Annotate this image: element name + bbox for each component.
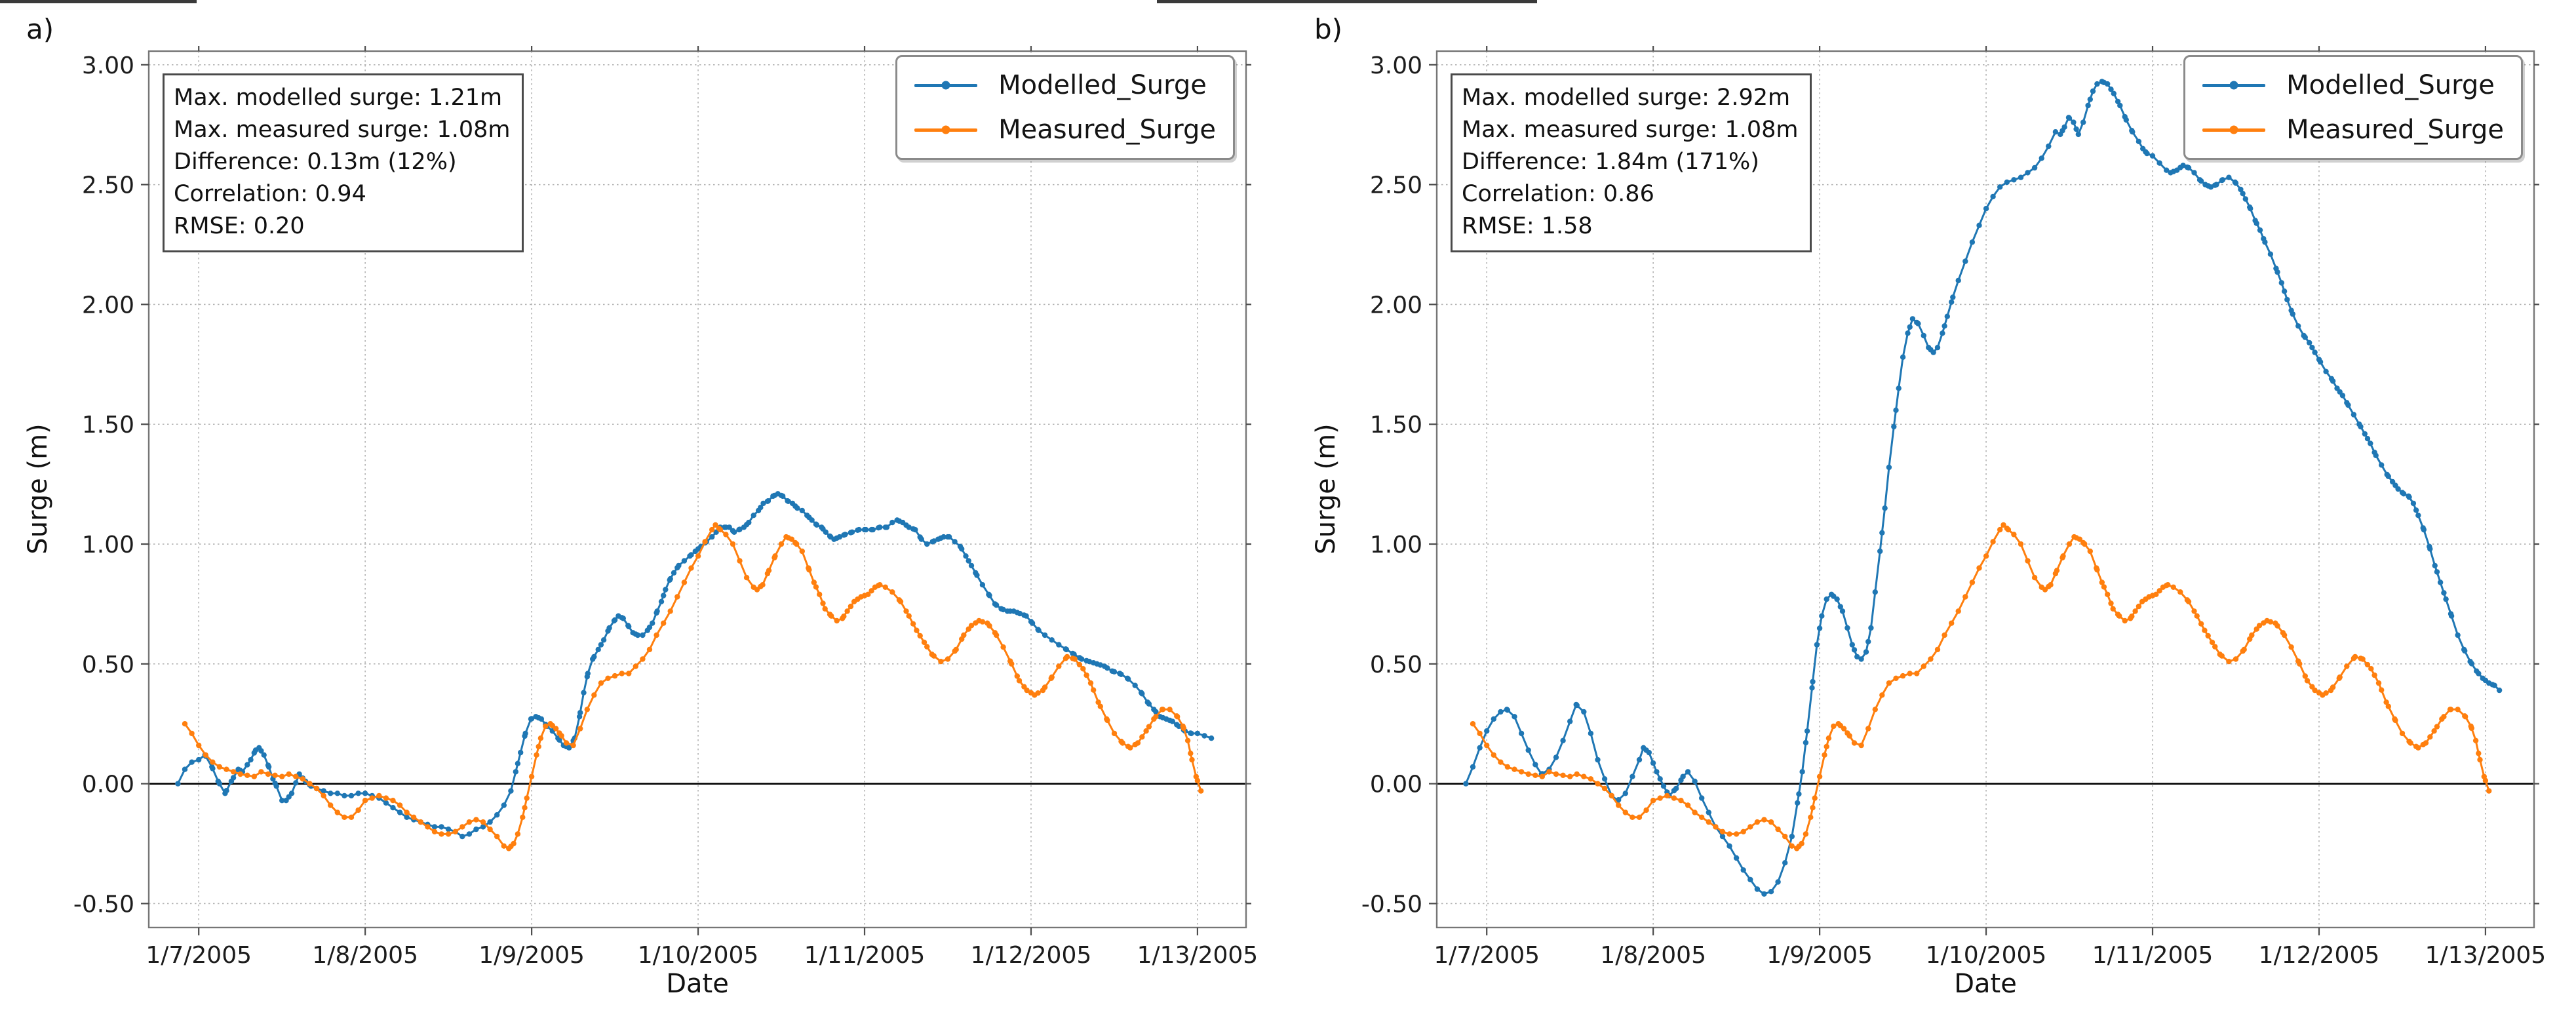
y-tick-label: 0.00 — [82, 772, 134, 798]
y-axis-title-panel-b: Surge (m) — [1311, 423, 1341, 555]
series-measured_surge — [1470, 522, 2492, 851]
modelled-line-sample-icon — [2202, 81, 2266, 90]
y-tick-label: -0.50 — [73, 891, 134, 918]
legend-label: Modelled_Surge — [2286, 70, 2495, 100]
measured-line-sample-icon — [2202, 125, 2266, 134]
x-axis-title-panel-b: Date — [1954, 969, 2017, 999]
ticks — [1429, 46, 2539, 935]
x-tick-label: 1/8/2005 — [312, 942, 418, 969]
x-tick-label: 1/12/2005 — [971, 942, 1092, 969]
stats-box-panel-a: Max. modelled surge: 1.21m Max. measured… — [163, 73, 524, 252]
y-tick-label: 0.00 — [1370, 772, 1422, 798]
panel-a: 1/7/2005 1/8/2005 1/9/2005 1/10/2005 1/11/20… — [73, 46, 1258, 969]
stat-rmse: RMSE: 1.58 — [1462, 213, 1593, 239]
x-tick-label: 1/8/2005 — [1600, 942, 1706, 969]
tick-labels: 1/7/2005 1/8/2005 1/9/2005 1/10/2005 1/11/20… — [1361, 52, 2546, 969]
legend-item-measured: Measured_Surge — [914, 115, 1216, 145]
y-tick-label: -0.50 — [1361, 891, 1422, 918]
x-tick-label: 1/9/2005 — [478, 942, 585, 969]
series-measured_surge — [182, 522, 1204, 851]
x-tick-label: 1/13/2005 — [2425, 942, 2547, 969]
y-tick-label: 2.50 — [1370, 172, 1422, 199]
stat-max-measured: Max. measured surge: 1.08m — [174, 117, 511, 143]
y-tick-label: 0.50 — [1370, 652, 1422, 678]
legend-label: Measured_Surge — [998, 115, 1216, 145]
x-tick-label: 1/9/2005 — [1766, 942, 1873, 969]
legend-item-modelled: Modelled_Surge — [2202, 70, 2504, 100]
tick-labels: 1/7/2005 1/8/2005 1/9/2005 1/10/2005 1/11/20… — [73, 52, 1258, 969]
y-tick-label: 1.50 — [1370, 412, 1422, 439]
x-tick-label: 1/11/2005 — [804, 942, 926, 969]
measured-line-sample-icon — [914, 125, 978, 134]
stat-rmse: RMSE: 0.20 — [174, 213, 305, 239]
y-tick-label: 2.00 — [1370, 292, 1422, 319]
legend-item-modelled: Modelled_Surge — [914, 70, 1216, 100]
x-tick-label: 1/13/2005 — [1137, 942, 1259, 969]
x-axis-title-panel-a: Date — [666, 969, 729, 999]
y-tick-label: 1.00 — [1370, 532, 1422, 558]
x-tick-label: 1/7/2005 — [1434, 942, 1540, 969]
screenshot-edge-artifact-mid — [1157, 0, 1537, 3]
stat-difference: Difference: 0.13m (12%) — [174, 149, 457, 175]
stats-box-panel-b: Max. modelled surge: 2.92m Max. measured… — [1451, 73, 1812, 252]
y-tick-label: 3.00 — [82, 52, 134, 79]
y-tick-label: 1.50 — [82, 412, 134, 439]
ticks — [141, 46, 1251, 935]
screenshot-edge-artifact-left — [0, 0, 197, 3]
legend-label: Modelled_Surge — [998, 70, 1207, 100]
stat-max-modelled: Max. modelled surge: 1.21m — [174, 85, 503, 111]
x-tick-label: 1/11/2005 — [2092, 942, 2214, 969]
panel-b-label: b) — [1314, 13, 1343, 45]
x-tick-label: 1/7/2005 — [146, 942, 252, 969]
y-tick-label: 2.00 — [82, 292, 134, 319]
x-tick-label: 1/10/2005 — [638, 942, 759, 969]
legend-panel-b: Modelled_Surge Measured_Surge — [2183, 55, 2523, 160]
y-tick-label: 0.50 — [82, 652, 134, 678]
stat-max-measured: Max. measured surge: 1.08m — [1462, 117, 1799, 143]
series-modelled_surge — [1463, 79, 2503, 897]
legend-label: Measured_Surge — [2286, 115, 2504, 145]
x-tick-label: 1/10/2005 — [1926, 942, 2047, 969]
modelled-line-sample-icon — [914, 81, 978, 90]
x-tick-label: 1/12/2005 — [2259, 942, 2380, 969]
y-tick-label: 3.00 — [1370, 52, 1422, 79]
y-tick-label: 2.50 — [82, 172, 134, 199]
stat-difference: Difference: 1.84m (171%) — [1462, 149, 1759, 175]
stat-correlation: Correlation: 0.94 — [174, 181, 366, 207]
stat-correlation: Correlation: 0.86 — [1462, 181, 1654, 207]
y-axis-title-panel-a: Surge (m) — [23, 423, 53, 555]
legend-item-measured: Measured_Surge — [2202, 115, 2504, 145]
stat-max-modelled: Max. modelled surge: 2.92m — [1462, 85, 1791, 111]
panel-a-label: a) — [26, 13, 54, 45]
legend-panel-a: Modelled_Surge Measured_Surge — [895, 55, 1235, 160]
y-tick-label: 1.00 — [82, 532, 134, 558]
